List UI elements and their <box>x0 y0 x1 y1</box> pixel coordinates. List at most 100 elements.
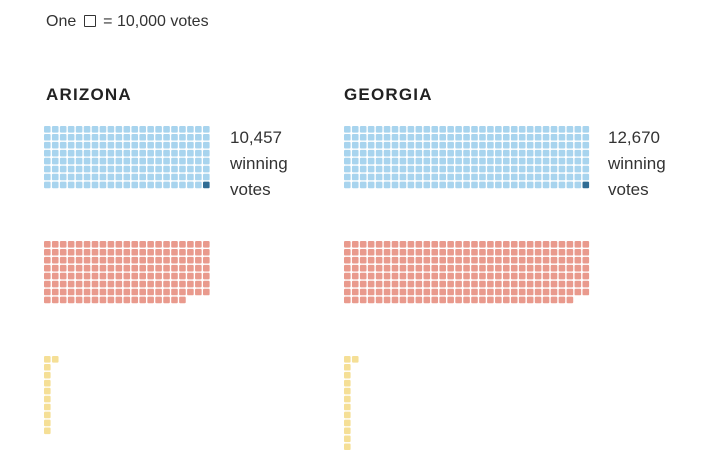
waffle-square <box>550 272 558 280</box>
waffle-square <box>187 149 194 157</box>
waffle-square <box>550 256 558 264</box>
waffle-square <box>115 181 123 189</box>
waffle-square <box>463 248 470 256</box>
waffle-square <box>455 256 462 264</box>
waffle-square <box>91 149 99 157</box>
waffle-square <box>155 241 162 248</box>
waffle-square <box>455 272 462 280</box>
waffle-square <box>550 280 558 288</box>
waffle-square <box>534 288 542 296</box>
waffle-square <box>139 296 146 304</box>
waffle-square <box>359 149 367 157</box>
waffle-square <box>99 133 107 141</box>
waffle-square <box>582 173 590 181</box>
waffle-square <box>550 173 558 181</box>
waffle-square <box>558 296 566 304</box>
waffle-square <box>558 141 566 149</box>
waffle-square <box>566 272 574 280</box>
waffle-square <box>518 256 526 264</box>
waffle-square <box>431 133 439 141</box>
waffle-square <box>155 264 162 272</box>
waffle-square <box>163 141 170 149</box>
waffle-square <box>439 264 446 272</box>
waffle-square <box>383 157 391 165</box>
waffle-square <box>195 126 202 133</box>
waffle-square <box>155 280 162 288</box>
waffle-square <box>415 141 423 149</box>
waffle-square <box>447 272 454 280</box>
waffle-square <box>510 256 518 264</box>
waffle-square <box>463 288 470 296</box>
waffle-square <box>123 126 131 133</box>
annotation-line2: votes <box>230 180 271 199</box>
waffle-square <box>558 248 566 256</box>
waffle-square <box>439 141 446 149</box>
waffle-square <box>542 272 550 280</box>
waffle-square <box>83 241 91 248</box>
waffle-square <box>107 181 115 189</box>
waffle-square <box>187 280 194 288</box>
waffle-square <box>367 296 375 304</box>
annotation-line1: winning <box>608 154 666 173</box>
waffle-square <box>67 264 75 272</box>
waffle-square <box>107 288 115 296</box>
waffle-square <box>439 288 446 296</box>
waffle-square <box>439 248 446 256</box>
waffle-square <box>51 157 59 165</box>
waffle-square <box>463 256 470 264</box>
waffle-square <box>187 241 194 248</box>
waffle-square <box>407 288 415 296</box>
waffle-square <box>534 141 542 149</box>
waffle-square <box>359 181 367 189</box>
waffle-square <box>99 280 107 288</box>
waffle-square <box>463 126 470 133</box>
waffle-square <box>510 181 518 189</box>
waffle-square <box>415 173 423 181</box>
waffle-square <box>155 272 162 280</box>
waffle-square <box>171 126 178 133</box>
waffle-square <box>431 288 439 296</box>
waffle-square <box>131 165 139 173</box>
waffle-square <box>510 126 518 133</box>
waffle-square <box>155 173 162 181</box>
waffle-square <box>439 296 446 304</box>
waffle-square <box>203 264 210 272</box>
waffle-square <box>518 126 526 133</box>
waffle-square <box>171 288 178 296</box>
waffle-square <box>107 133 115 141</box>
waffle-square <box>463 157 470 165</box>
waffle-square <box>574 141 582 149</box>
waffle-square <box>195 272 202 280</box>
waffle-square <box>526 288 534 296</box>
waffle-square <box>163 149 170 157</box>
waffle-square <box>107 296 115 304</box>
waffle-square <box>455 165 462 173</box>
waffle-square <box>518 264 526 272</box>
waffle-square <box>99 181 107 189</box>
waffle-square <box>582 256 590 264</box>
waffle-square <box>431 165 439 173</box>
waffle-square <box>407 181 415 189</box>
state-title-arizona: ARIZONA <box>46 85 132 104</box>
waffle-square <box>495 133 502 141</box>
waffle-square <box>344 141 351 149</box>
waffle-square <box>518 272 526 280</box>
waffle-square <box>383 264 391 272</box>
waffle-square <box>455 141 462 149</box>
waffle-square <box>495 288 502 296</box>
waffle-square <box>59 181 67 189</box>
waffle-square <box>582 157 590 165</box>
waffle-square <box>75 264 83 272</box>
waffle-square <box>107 248 115 256</box>
waffle-square <box>534 296 542 304</box>
waffle-square <box>399 173 407 181</box>
waffle-square <box>479 149 486 157</box>
waffle-square <box>415 181 423 189</box>
waffle-square <box>383 181 391 189</box>
waffle-square <box>582 165 590 173</box>
waffle-square <box>487 157 494 165</box>
waffle-square <box>67 272 75 280</box>
waffle-square <box>415 272 423 280</box>
waffle-square <box>582 133 590 141</box>
waffle-square <box>447 173 454 181</box>
